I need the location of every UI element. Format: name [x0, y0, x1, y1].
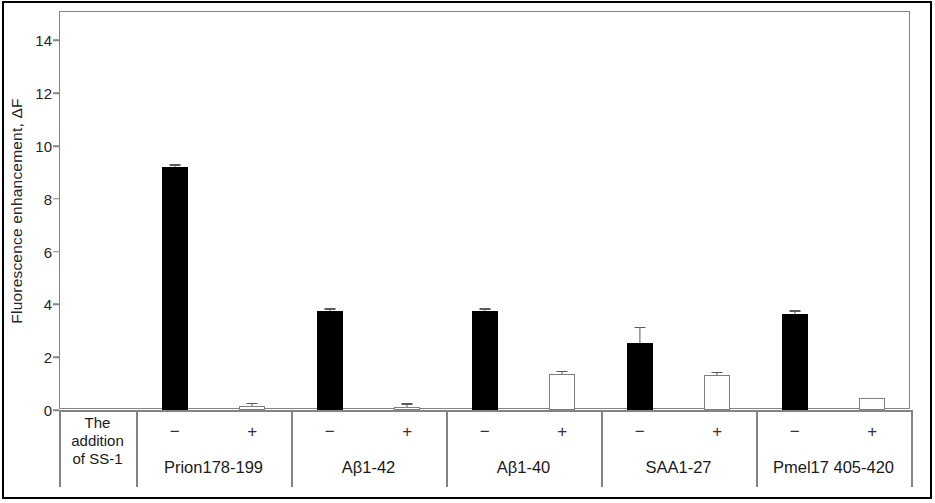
bar-plus — [859, 398, 885, 410]
y-tick-mark — [53, 92, 59, 94]
error-bar-line — [639, 327, 640, 343]
y-tick-mark — [53, 251, 59, 253]
y-tick-label: 0 — [22, 402, 52, 419]
condition-label-plus: + — [557, 423, 567, 440]
bar-minus — [162, 167, 188, 410]
y-tick-label: 10 — [22, 138, 52, 155]
error-bar-cap — [169, 164, 180, 166]
error-bar-cap — [324, 308, 335, 310]
bar-minus — [782, 314, 808, 410]
y-tick-label: 12 — [22, 85, 52, 102]
category-label: Aβ1-40 — [446, 458, 601, 477]
bar-plus — [394, 407, 420, 410]
chart-figure: Fluorescence enhancement, ΔF 02468101214… — [0, 0, 935, 503]
y-tick-label: 14 — [22, 32, 52, 49]
y-tick-mark — [53, 145, 59, 147]
y-tick-mark — [53, 40, 59, 42]
bar-minus — [472, 311, 498, 410]
condition-label-minus: − — [480, 423, 490, 440]
y-tick-mark — [53, 198, 59, 200]
condition-label-plus: + — [712, 423, 722, 440]
y-tick-label: 4 — [22, 296, 52, 313]
category-label: Prion178-199 — [136, 458, 291, 477]
condition-label-plus: + — [402, 423, 412, 440]
bar-plus — [549, 374, 575, 410]
row-header: The addition of SS-1 — [59, 414, 136, 468]
category-label: SAA1-27 — [601, 458, 756, 477]
condition-label-minus: − — [635, 423, 645, 440]
bar-plus — [239, 406, 265, 410]
error-bar-cap — [712, 372, 723, 374]
condition-label-minus: − — [170, 423, 180, 440]
y-tick-label: 2 — [22, 349, 52, 366]
error-bar-cap — [557, 371, 568, 373]
error-bar-cap — [634, 327, 645, 329]
condition-label-minus: − — [790, 423, 800, 440]
error-bar-cap — [402, 403, 413, 405]
error-bar-cap — [789, 310, 800, 312]
bar-plus — [704, 375, 730, 410]
y-tick-label: 6 — [22, 243, 52, 260]
y-tick-mark — [53, 356, 59, 358]
y-tick-mark — [53, 304, 59, 306]
condition-label-plus: + — [867, 423, 877, 440]
error-bar-cap — [247, 403, 258, 405]
condition-label-minus: − — [325, 423, 335, 440]
row-header-line2: of SS-1 — [59, 450, 136, 468]
bar-minus — [317, 311, 343, 410]
bar-minus — [627, 343, 653, 410]
y-tick-label: 8 — [22, 190, 52, 207]
category-label: Pmel17 405-420 — [756, 458, 911, 477]
group-divider — [911, 410, 913, 487]
category-label: Aβ1-42 — [291, 458, 446, 477]
x-axis-line — [59, 410, 913, 412]
error-bar-cap — [479, 308, 490, 310]
row-header-line1: The addition — [59, 414, 136, 450]
condition-label-plus: + — [247, 423, 257, 440]
